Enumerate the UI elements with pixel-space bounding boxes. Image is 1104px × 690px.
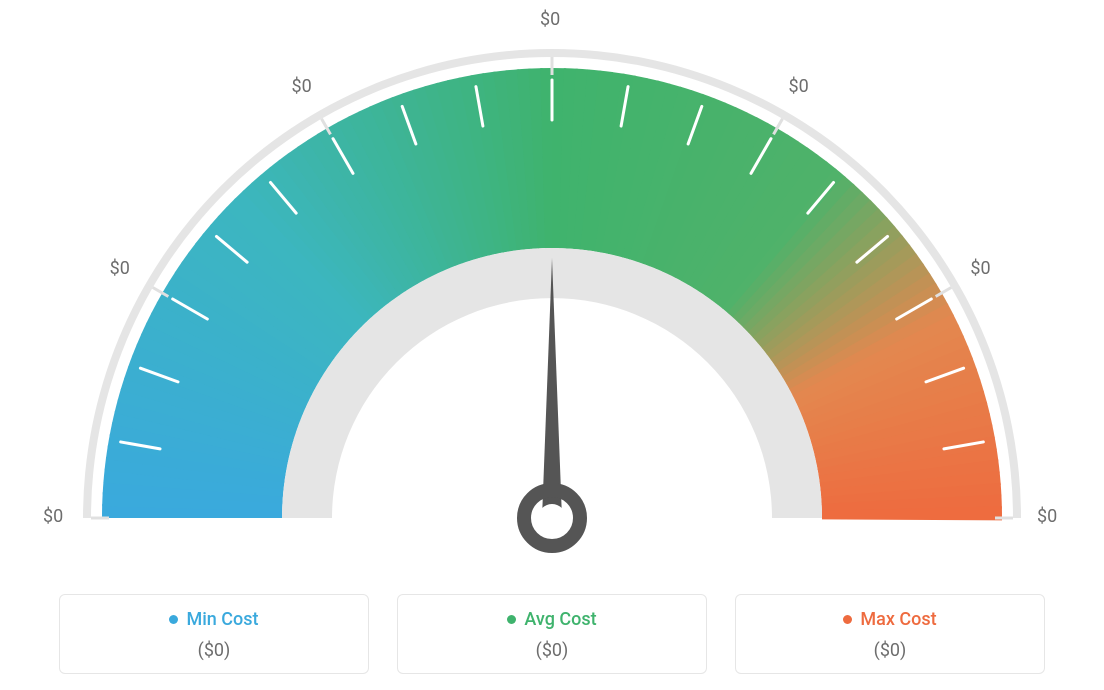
legend-value-avg: ($0) — [398, 640, 706, 661]
legend-title-min: Min Cost — [169, 609, 258, 630]
legend-card-min: Min Cost ($0) — [59, 594, 369, 674]
legend-label: Avg Cost — [524, 609, 596, 630]
legend-label: Max Cost — [860, 609, 936, 630]
legend-row: Min Cost ($0) Avg Cost ($0) Max Cost ($0… — [50, 594, 1054, 674]
dot-icon — [169, 615, 178, 624]
legend-card-max: Max Cost ($0) — [735, 594, 1045, 674]
dot-icon — [507, 615, 516, 624]
legend-value-min: ($0) — [60, 640, 368, 661]
legend-title-avg: Avg Cost — [507, 609, 596, 630]
dot-icon — [843, 615, 852, 624]
gauge-scale-label: $0 — [540, 9, 560, 30]
legend-value-max: ($0) — [736, 640, 1044, 661]
gauge-scale-label: $0 — [110, 258, 130, 279]
gauge-scale-label: $0 — [789, 76, 809, 97]
gauge-scale-label: $0 — [970, 258, 990, 279]
cost-gauge: $0$0$0$0$0$0$0 — [22, 18, 1082, 578]
legend-card-avg: Avg Cost ($0) — [397, 594, 707, 674]
legend-label: Min Cost — [186, 609, 258, 630]
legend-title-max: Max Cost — [843, 609, 936, 630]
gauge-scale-label: $0 — [43, 506, 63, 527]
gauge-scale-label: $0 — [292, 76, 312, 97]
gauge-scale-label: $0 — [1037, 506, 1057, 527]
